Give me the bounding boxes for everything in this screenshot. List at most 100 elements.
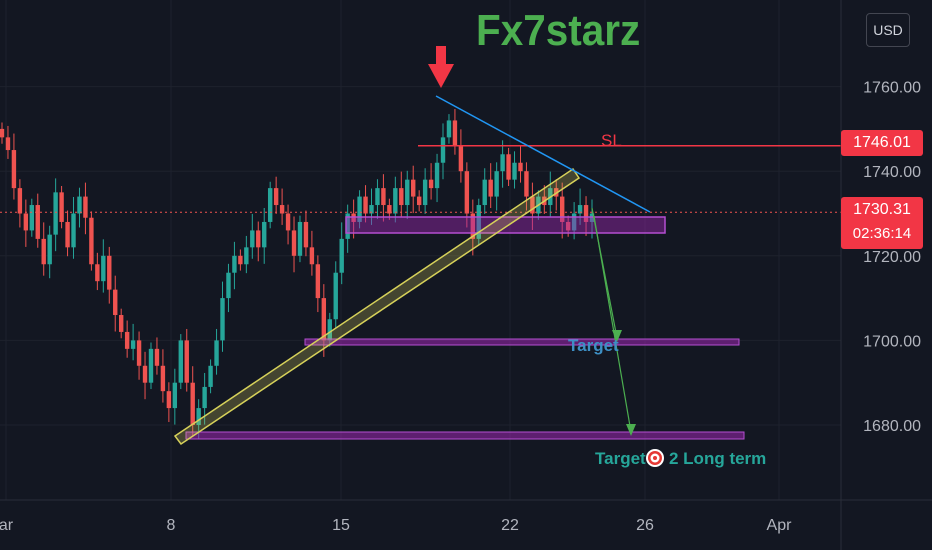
target-2-label: Target xyxy=(595,449,646,468)
candle-body xyxy=(434,162,440,189)
candle-body xyxy=(577,205,583,214)
candle-body xyxy=(238,255,243,265)
candle-body xyxy=(518,162,523,172)
candle-body xyxy=(154,348,160,366)
candle-body xyxy=(583,205,589,222)
time-tick-label: 8 xyxy=(167,517,176,534)
candle-body xyxy=(375,188,380,206)
drawings[interactable]: SL Target Target 2 Long term xyxy=(0,46,841,468)
candle-body xyxy=(220,298,225,341)
time-tick-label: Apr xyxy=(767,517,793,534)
target-2-suffix: 2 Long term xyxy=(669,449,766,468)
candles xyxy=(0,109,595,439)
price-tick-label: 1700.00 xyxy=(863,333,921,350)
candle-body xyxy=(357,196,362,222)
candle-body xyxy=(464,171,470,214)
candle-body xyxy=(29,205,34,231)
time-tick-label: ar xyxy=(0,517,14,534)
candle-body xyxy=(381,188,386,206)
candle-body xyxy=(345,213,350,239)
candle-body xyxy=(17,188,23,214)
candle-body xyxy=(83,196,88,218)
last-price-tag: 1730.31 02:36:14 xyxy=(841,197,923,249)
currency-button[interactable]: USD xyxy=(866,13,910,47)
candle-body xyxy=(208,365,213,387)
candle-body xyxy=(136,340,142,366)
candle-body xyxy=(387,205,392,214)
price-tick-label: 1680.00 xyxy=(863,418,921,435)
candle-body xyxy=(53,192,58,235)
candle-body xyxy=(35,205,40,239)
chart-title: Fx7starz xyxy=(476,6,641,55)
candle-body xyxy=(273,188,279,206)
candle-body xyxy=(524,171,529,197)
candle-body xyxy=(196,408,201,425)
candle-body xyxy=(267,188,273,222)
candle-body xyxy=(488,179,493,197)
time-tick-label: 22 xyxy=(501,517,519,534)
candle-body xyxy=(297,221,303,256)
candle-body xyxy=(476,205,481,239)
candle-body xyxy=(250,230,255,248)
candle-body xyxy=(23,213,29,231)
entry-zone xyxy=(345,216,666,234)
candle-body xyxy=(71,213,76,248)
price-tick-label: 1740.00 xyxy=(863,164,921,181)
candle-body xyxy=(339,238,344,273)
candle-body xyxy=(89,217,94,265)
time-tick-label: 26 xyxy=(636,517,654,534)
candle-body xyxy=(470,213,476,239)
chart-grid xyxy=(0,0,841,500)
candle-body xyxy=(65,221,70,248)
candle-body xyxy=(440,137,446,163)
target-2-zone xyxy=(185,431,745,440)
candle-body xyxy=(309,247,315,265)
bar-countdown: 02:36:14 xyxy=(852,225,912,242)
descending-trendline xyxy=(435,95,651,213)
candle-body xyxy=(291,230,297,256)
candle-body xyxy=(256,230,261,248)
candle-body xyxy=(244,247,249,265)
candle-body xyxy=(166,391,172,409)
price-tick-label: 1760.00 xyxy=(863,80,921,97)
candle-body xyxy=(107,255,112,290)
candle-body xyxy=(393,188,398,214)
candle-body xyxy=(458,145,464,172)
candle-body xyxy=(512,162,517,180)
candle-body xyxy=(172,382,178,409)
candle-body xyxy=(142,365,148,383)
candle-body xyxy=(405,179,410,206)
last-price-value: 1730.31 xyxy=(853,201,911,218)
candle-body xyxy=(446,120,452,138)
arrow-shaft xyxy=(436,46,446,66)
candle-body xyxy=(303,221,309,248)
candle-body xyxy=(560,196,565,222)
candle-body xyxy=(262,221,267,248)
candle-body xyxy=(118,315,124,332)
candle-body xyxy=(452,120,458,146)
candle-body xyxy=(482,179,487,206)
price-tick-label: 1720.00 xyxy=(863,249,921,266)
time-tick-label: 15 xyxy=(332,517,350,534)
candle-body xyxy=(148,348,154,383)
candle-body xyxy=(506,154,511,180)
projection-arrow-2 xyxy=(593,215,632,433)
candle-body xyxy=(530,196,535,214)
candle-body xyxy=(124,331,130,349)
candle-body xyxy=(416,196,422,206)
candle-body xyxy=(178,340,183,383)
candle-body xyxy=(500,154,505,172)
projection-arrowhead-2 xyxy=(626,424,636,436)
down-arrow-icon xyxy=(428,64,454,88)
candle-body xyxy=(160,365,166,392)
candle-body xyxy=(571,213,577,231)
candle-body xyxy=(285,213,291,231)
candle-body xyxy=(399,188,404,206)
candle-body xyxy=(279,205,285,214)
candle-body xyxy=(190,382,195,425)
candle-body xyxy=(95,264,100,282)
candle-body xyxy=(41,238,46,265)
candle-body xyxy=(232,255,237,273)
candle-body xyxy=(327,319,332,341)
